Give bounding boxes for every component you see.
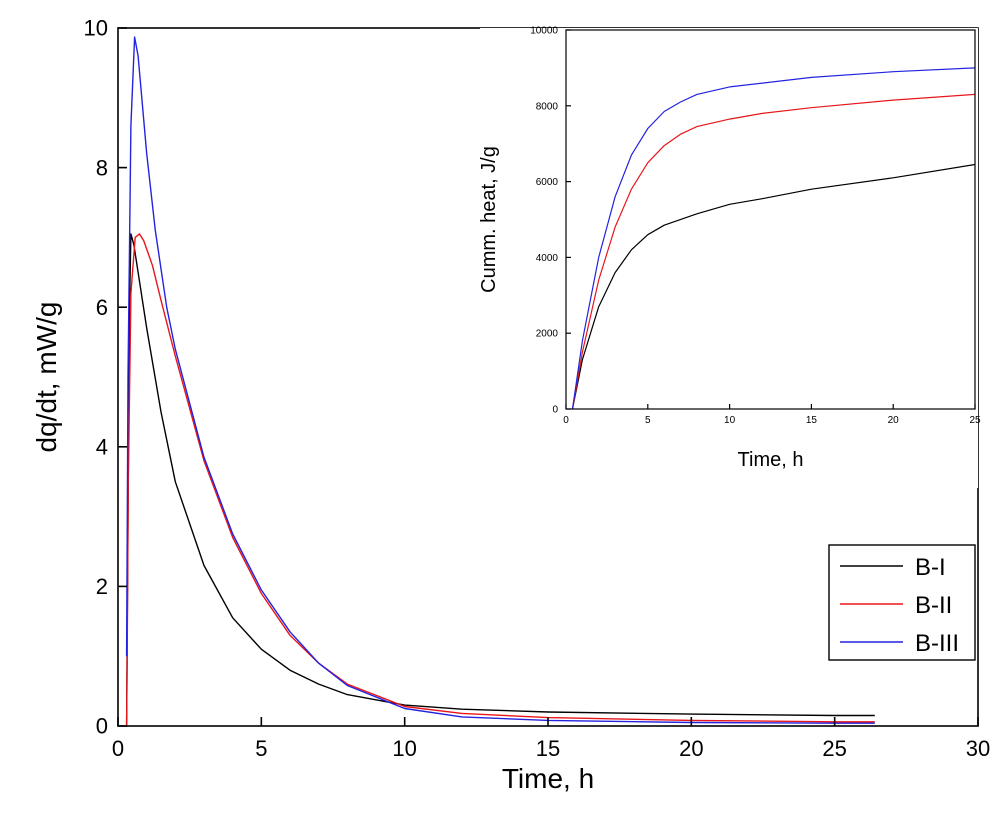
- x-tick-label: 20: [888, 415, 900, 426]
- legend-label-b-iii: B-III: [915, 630, 959, 657]
- legend-label-b-ii: B-II: [915, 592, 952, 619]
- y-tick-label: 6: [96, 295, 108, 320]
- series-line-b-iii: [125, 36, 875, 724]
- y-tick-label: 4: [96, 435, 108, 460]
- y-axis-label: Cumm. heat, J/g: [478, 146, 500, 293]
- x-tick-label: 10: [724, 415, 736, 426]
- y-tick-label: 0: [96, 714, 108, 739]
- x-tick-label: 5: [255, 736, 267, 761]
- x-axis-label: Time, h: [738, 449, 804, 471]
- x-tick-label: 20: [679, 736, 703, 761]
- y-tick-label: 6000: [536, 177, 559, 188]
- series-line-b-ii: [571, 93, 976, 410]
- series-line-b-i: [125, 233, 875, 727]
- x-tick-label: 5: [645, 415, 651, 426]
- x-tick-label: 0: [563, 415, 569, 426]
- x-tick-label: 10: [392, 736, 416, 761]
- inset-background: [480, 28, 978, 488]
- series-line-b-ii: [125, 233, 875, 727]
- y-tick-label: 8000: [536, 101, 559, 112]
- x-tick-label: 25: [822, 736, 846, 761]
- legend: B-I B-II B-III: [828, 544, 976, 661]
- legend-label-b-i: B-I: [915, 554, 946, 581]
- x-tick-label: 25: [969, 415, 981, 426]
- y-tick-label: 10000: [530, 26, 558, 37]
- x-axis-label: Time, h: [502, 763, 594, 794]
- y-tick-label: 4000: [536, 253, 559, 264]
- inset-plot: 0 5 10 15 20 25 0 2000 4000 6000 8000 10000 Time, h C…: [478, 26, 981, 488]
- x-tick-label: 0: [112, 736, 124, 761]
- x-tick-label: 30: [966, 736, 990, 761]
- y-tick-label: 8: [96, 155, 108, 180]
- legend-box: [828, 544, 976, 661]
- y-tick-label: 2: [96, 574, 108, 599]
- series-line-b-i: [571, 163, 976, 410]
- y-tick-label: 2000: [536, 329, 559, 340]
- x-tick-label: 15: [806, 415, 818, 426]
- series-line-b-iii: [571, 67, 976, 410]
- main-plot: 0 5 10 15 20 25 30 0 2 4 6 8 10 Time, h dq/dt, mW/g B-I…: [31, 16, 990, 794]
- y-axis-label: dq/dt, mW/g: [31, 302, 62, 453]
- y-tick-label: 10: [84, 16, 108, 41]
- x-tick-label: 15: [536, 736, 560, 761]
- plot-frame: [565, 29, 976, 410]
- y-tick-label: 0: [552, 405, 558, 416]
